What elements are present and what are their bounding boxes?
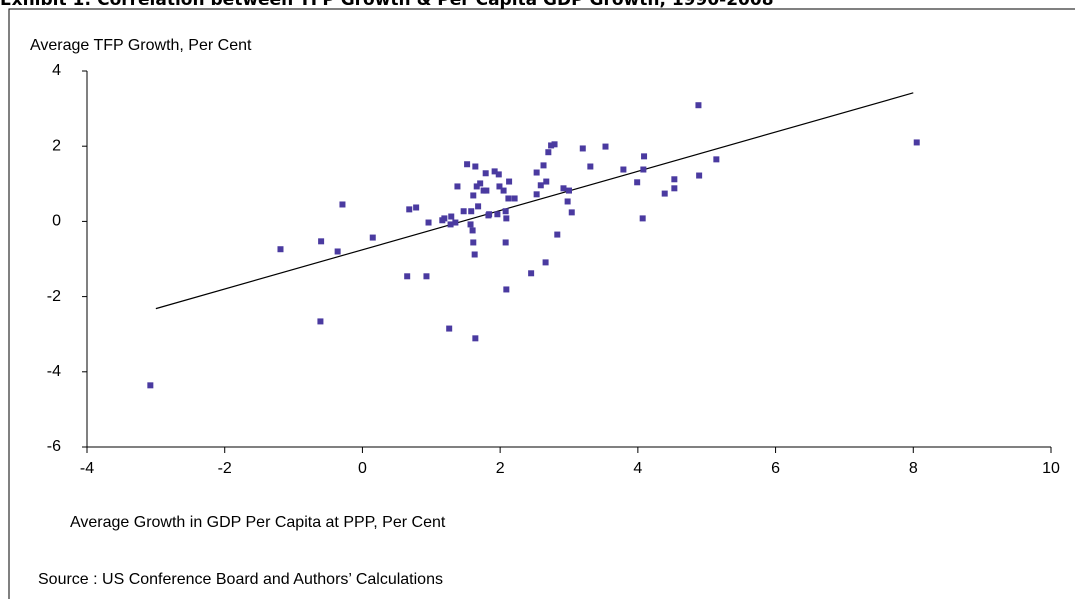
scatter-point bbox=[147, 382, 154, 389]
y-tick-label: -4 bbox=[47, 363, 61, 380]
scatter-point bbox=[564, 198, 571, 205]
scatter-point bbox=[537, 182, 544, 189]
scatter-point bbox=[713, 156, 720, 163]
y-tick-label: 0 bbox=[52, 213, 61, 230]
scatter-point bbox=[460, 208, 467, 215]
x-tick-label: 10 bbox=[1042, 460, 1060, 477]
scatter-point bbox=[533, 169, 540, 176]
scatter-point bbox=[471, 251, 478, 258]
scatter-point bbox=[425, 219, 432, 226]
scatter-point bbox=[369, 234, 376, 241]
scatter-point bbox=[502, 208, 509, 215]
x-tick-label: 4 bbox=[633, 460, 642, 477]
scatter-point bbox=[587, 163, 594, 170]
x-tick-label: 2 bbox=[496, 460, 505, 477]
scatter-point bbox=[543, 178, 550, 185]
scatter-point bbox=[602, 143, 609, 150]
scatter-point bbox=[551, 141, 558, 148]
scatter-point bbox=[671, 185, 678, 192]
scatter-point bbox=[472, 335, 479, 342]
scatter-point bbox=[634, 179, 641, 186]
scatter-point bbox=[913, 139, 920, 146]
scatter-point bbox=[640, 166, 647, 173]
scatter-point bbox=[464, 161, 471, 168]
scatter-point bbox=[339, 201, 346, 208]
scatter-point bbox=[671, 176, 678, 183]
x-tick-label: -4 bbox=[80, 460, 94, 477]
scatter-point bbox=[548, 142, 555, 149]
scatter-point bbox=[496, 183, 503, 190]
scatter-point bbox=[404, 273, 411, 280]
scatter-point bbox=[641, 153, 648, 160]
x-tick-label: -2 bbox=[218, 460, 232, 477]
scatter-point bbox=[695, 102, 702, 109]
scatter-point bbox=[566, 187, 572, 194]
scatter-point bbox=[696, 172, 703, 179]
scatter-point bbox=[482, 170, 489, 177]
scatter-point bbox=[620, 166, 627, 173]
scatter-point bbox=[318, 238, 325, 245]
scatter-point bbox=[554, 231, 561, 238]
scatter-point bbox=[413, 204, 420, 211]
source-note: Source : US Conference Board and Authors… bbox=[38, 571, 443, 588]
scatter-point bbox=[528, 270, 535, 277]
scatter-point bbox=[533, 191, 540, 198]
y-tick-label: -6 bbox=[47, 438, 61, 455]
scatter-point bbox=[503, 215, 510, 222]
scatter-point bbox=[503, 286, 510, 293]
scatter-point bbox=[477, 180, 484, 187]
scatter-point bbox=[467, 221, 474, 228]
y-tick-label: -2 bbox=[47, 288, 61, 305]
scatter-point bbox=[334, 248, 341, 255]
scatter-point bbox=[560, 185, 567, 192]
scatter-point bbox=[494, 211, 501, 218]
chart-title: Exhibit 1: Correlation between TFP Growt… bbox=[0, 0, 774, 10]
scatter-point bbox=[505, 195, 512, 202]
x-axis-title: Average Growth in GDP Per Capita at PPP,… bbox=[70, 514, 446, 531]
chart-frame bbox=[8, 8, 1075, 599]
scatter-point bbox=[448, 213, 455, 220]
scatter-point bbox=[661, 190, 668, 197]
scatter-point bbox=[639, 215, 646, 222]
scatter-point bbox=[406, 206, 413, 213]
scatter-point bbox=[277, 246, 284, 253]
scatter-point bbox=[579, 145, 586, 152]
y-tick-label: 2 bbox=[52, 137, 61, 154]
scatter-point bbox=[545, 149, 552, 156]
scatter-point bbox=[447, 221, 454, 228]
scatter-point bbox=[470, 192, 477, 199]
scatter-point bbox=[491, 168, 498, 175]
scatter-point bbox=[446, 325, 453, 332]
y-tick-label: 4 bbox=[52, 62, 61, 79]
scatter-point bbox=[483, 187, 490, 194]
scatter-point bbox=[472, 163, 479, 170]
scatter-point bbox=[486, 211, 493, 218]
y-axis-title: Average TFP Growth, Per Cent bbox=[30, 37, 252, 54]
scatter-point bbox=[470, 239, 477, 246]
scatter-point bbox=[468, 208, 475, 215]
x-tick-label: 6 bbox=[771, 460, 780, 477]
scatter-point bbox=[473, 183, 480, 190]
scatter-point bbox=[568, 209, 575, 216]
trend-line bbox=[155, 92, 914, 310]
scatter-point bbox=[452, 219, 459, 226]
scatter-point bbox=[423, 273, 430, 280]
scatter-point bbox=[469, 227, 476, 234]
scatter-point bbox=[500, 187, 507, 194]
scatter-point bbox=[511, 195, 518, 202]
x-tick-label: 8 bbox=[909, 460, 918, 477]
scatter-point bbox=[317, 318, 324, 325]
x-tick-label: 0 bbox=[358, 460, 367, 477]
scatter-point bbox=[495, 171, 502, 178]
scatter-point bbox=[542, 259, 549, 266]
scatter-point bbox=[506, 178, 513, 185]
scatter-point bbox=[540, 162, 547, 169]
scatter-point bbox=[475, 203, 482, 210]
scatter-point bbox=[441, 215, 448, 222]
scatter-point bbox=[502, 239, 509, 246]
scatter-point bbox=[454, 183, 461, 190]
